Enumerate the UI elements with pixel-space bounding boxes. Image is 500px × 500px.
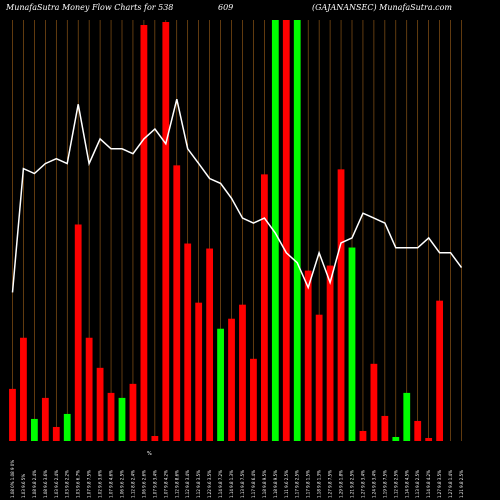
- x-tick-label: 1.14 9.8 7.2%: [218, 470, 223, 498]
- percent-marker: %: [147, 451, 152, 457]
- x-tick-label: 1.07 9.8 7.5%: [87, 470, 92, 498]
- buy-bar: [271, 20, 279, 441]
- sell-bar: [151, 435, 159, 441]
- x-tick-label: 1.19 9.8 7.5%: [382, 470, 387, 498]
- sell-bar: [337, 169, 345, 441]
- sell-bar: [425, 437, 433, 441]
- sell-bar: [184, 243, 192, 441]
- sell-bar: [173, 165, 181, 441]
- buy-bar: [348, 247, 356, 441]
- sell-bar: [326, 265, 334, 441]
- x-tick-label: 1.02 9.6 3.6%: [98, 470, 103, 498]
- sell-bar: [206, 248, 214, 441]
- price-line: [11, 99, 463, 293]
- sell-bar: [9, 388, 16, 441]
- buy-bar: [293, 20, 301, 441]
- x-tick-label: 1.17 9.8 1.5%: [306, 470, 311, 498]
- sell-bar: [239, 304, 246, 441]
- buy-bar: [118, 397, 126, 441]
- sell-bar: [20, 337, 27, 441]
- x-tick-label: 1.18 9.8 1.3%: [317, 470, 322, 498]
- sell-bar: [370, 363, 378, 441]
- x-tick-label: 1.14 9.8 1.3%: [229, 470, 234, 498]
- x-tick-label: 1.13 9.8 7.5%: [240, 470, 245, 498]
- x-tick-label: 1.21 9.8 2.5%: [350, 470, 355, 498]
- sell-bar: [260, 174, 268, 441]
- x-tick-label: 1.07 9.8 4.2%: [163, 470, 168, 498]
- x-tick-label: 1.07 9.8 4.6%: [109, 470, 114, 498]
- x-tick-label: 1.12 9.8 2.5%: [393, 470, 398, 498]
- x-tick-label: 1.12 9.8 3.5%: [196, 470, 201, 498]
- x-tick-label: 1.27 9.8 1.4%: [448, 470, 453, 498]
- x-tick-label: 1.18 9.8 9.5%: [273, 470, 278, 498]
- chart-title-right: (GAJANANSEC) MunafaSutra.com: [312, 3, 452, 12]
- x-tick-label: 1.08 0% 1.08 9 0%: [10, 460, 15, 498]
- x-tick-labels: 1.08 0% 1.08 9 0% 1.03 9.6 5% 1.08 9.8 2.4…: [10, 460, 464, 498]
- x-tick-label: 1.12 8.8 2.4%: [131, 470, 136, 498]
- sell-bar: [107, 392, 115, 441]
- x-tick-label: 1.17 9.8 2.5%: [295, 470, 300, 498]
- x-tick-label: 1.08 9.6 3.6%: [43, 470, 48, 498]
- x-tick-label: 1.12 9.8 3.4%: [185, 470, 190, 498]
- buy-bar: [217, 328, 224, 441]
- x-tick-label: 1.27 9.8 3.4%: [361, 470, 366, 498]
- x-tick-label: 1.03 9.6 2.4%: [54, 470, 59, 498]
- x-tick-label: 1.22 9.6 3.5%: [207, 470, 212, 498]
- sell-bar: [52, 426, 60, 441]
- sell-bar: [85, 337, 93, 441]
- sell-bar: [228, 318, 235, 441]
- x-tick-label: 1.03 9.6 6.7%: [76, 470, 81, 498]
- x-tick-label: 1.29 9.8 1.8%: [339, 470, 344, 498]
- sell-bar: [162, 22, 170, 441]
- buy-bar: [392, 436, 400, 441]
- sell-bar: [129, 383, 137, 441]
- buy-bar: [403, 392, 411, 441]
- sell-bar: [381, 415, 389, 441]
- sell-bar: [315, 314, 323, 441]
- sell-bar: [41, 397, 49, 441]
- x-tick-label: 1.12 9.8 8.6%: [174, 470, 179, 498]
- sell-bar: [96, 367, 104, 441]
- sell-bar: [195, 302, 203, 441]
- sell-bar: [140, 25, 148, 441]
- x-tick-label: 1.21 9.8 2.5%: [459, 470, 464, 498]
- chart-title-left: MunafaSutra Money Flow Charts for 538: [5, 3, 173, 12]
- x-tick-label: 1.06 9.6 2.6%: [141, 470, 146, 498]
- x-tick-label: 1.13 9.8 2.5%: [415, 470, 420, 498]
- sell-bar: [304, 270, 312, 441]
- x-tick-label: 1.17 9.8 6.4%: [251, 470, 256, 498]
- sell-bar: [436, 300, 444, 441]
- x-tick-label: 1.18 9.8 9.5%: [262, 470, 267, 498]
- money-flow-bars: [9, 20, 444, 441]
- x-tick-label: 1.08 9.8 2.4%: [32, 470, 37, 498]
- x-tick-label: 1.24 9.8 3.4%: [371, 470, 376, 498]
- sell-bar: [414, 420, 422, 441]
- x-tick-label: 1.27 9.8 3.5%: [437, 470, 442, 498]
- sell-bar: [359, 430, 367, 441]
- x-tick-label: 1.03 9.6 5%: [21, 474, 26, 498]
- buy-bar: [30, 418, 38, 441]
- sell-bar: [250, 358, 257, 441]
- chart-title-middle: 609: [218, 3, 233, 12]
- buy-bar: [63, 413, 71, 441]
- x-tick-label: 1.11 9.6 2.5%: [284, 470, 289, 498]
- x-tick-label: 1.14 9.8 4.5%: [404, 470, 409, 498]
- x-tick-label: 1.03 9.8 2.2%: [65, 470, 70, 498]
- sell-bar: [74, 224, 82, 441]
- x-tick-label: 1.14 9.8 4.2%: [426, 470, 431, 498]
- x-tick-label: 1.27 9.8 7.5%: [328, 470, 333, 498]
- x-tick-label: 1.06 9.6 2.5%: [120, 470, 125, 498]
- sell-bar: [282, 20, 290, 441]
- x-tick-label: 1.07 9.8 3.4%: [152, 470, 157, 498]
